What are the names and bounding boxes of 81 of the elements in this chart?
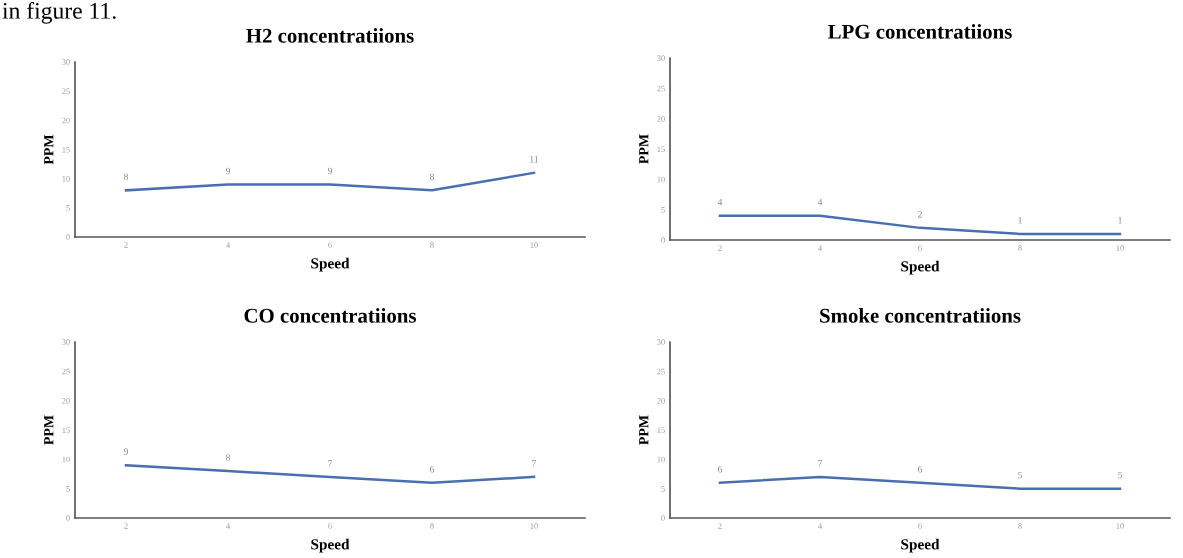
y-tick-label: 15 (62, 427, 70, 433)
x-tick-label: 8 (430, 523, 434, 529)
text: in figure 11. (2, 2, 116, 24)
y-tick-label: 25 (657, 368, 665, 375)
x-tick-label: 6 (328, 242, 332, 248)
data-label: 6 (917, 465, 923, 473)
y-tick-label: 25 (62, 368, 70, 375)
data-label: 5 (1118, 471, 1123, 479)
data-label: 8 (225, 454, 231, 461)
x-axis-title: Speed (901, 260, 940, 275)
y-tick-label: 15 (657, 427, 665, 433)
y-tick-label: 5 (661, 207, 665, 213)
y-tick-label: 30 (657, 55, 665, 61)
x-tick-label: 4 (226, 242, 230, 248)
x-tick-label: 6 (328, 523, 332, 529)
y-tick-label: 5 (66, 486, 70, 492)
y-tick-label: 30 (62, 339, 70, 345)
y-tick-label: 30 (657, 339, 665, 345)
chart-title: LPG concentratiions (828, 24, 1012, 39)
y-tick-label: 25 (657, 85, 665, 92)
data-label: 8 (429, 173, 435, 181)
x-tick-label: 8 (430, 242, 434, 248)
data-label: 2 (918, 211, 922, 218)
y-tick-label: 0 (661, 515, 665, 521)
y-axis-title: PPM (639, 415, 649, 445)
y-tick-label: 10 (62, 176, 70, 182)
x-tick-label: 10 (1116, 245, 1124, 251)
data-label: 6 (717, 465, 723, 473)
data-label: 4 (817, 198, 823, 206)
y-tick-label: 30 (62, 59, 70, 65)
x-tick-label: 10 (1116, 523, 1124, 529)
data-label: 7 (532, 460, 537, 467)
x-tick-label: 2 (718, 523, 722, 529)
data-label: 9 (327, 167, 333, 175)
y-tick-label: 5 (66, 205, 70, 211)
data-label: 9 (123, 448, 129, 455)
data-label: 11 (530, 156, 539, 163)
x-tick-label: 6 (918, 523, 922, 529)
x-tick-label: 4 (226, 523, 230, 529)
y-tick-label: 15 (657, 146, 665, 152)
y-tick-label: 0 (661, 237, 665, 243)
y-tick-label: 10 (657, 176, 665, 183)
data-label: 1 (1018, 217, 1022, 224)
y-tick-label: 20 (62, 398, 70, 404)
data-label: 6 (429, 465, 435, 473)
y-tick-label: 20 (657, 398, 665, 404)
y-tick-label: 15 (62, 146, 70, 153)
data-label: 4 (717, 198, 723, 206)
data-label: 1 (1118, 217, 1122, 224)
y-tick-label: 20 (657, 116, 665, 122)
x-tick-label: 6 (918, 245, 922, 251)
y-axis-title: PPM (44, 415, 54, 445)
x-tick-label: 2 (124, 242, 128, 248)
x-axis-title: Speed (901, 538, 940, 553)
data-label: 9 (225, 167, 231, 175)
y-axis-title: PPM (639, 134, 649, 164)
data-label: 7 (818, 460, 823, 467)
y-tick-label: 20 (62, 117, 70, 124)
x-tick-label: 8 (1018, 245, 1022, 251)
x-axis-title: Speed (311, 257, 350, 272)
x-tick-label: 8 (1018, 523, 1022, 529)
x-tick-label: 10 (530, 523, 538, 529)
x-axis-title: Speed (311, 538, 350, 553)
data-label: 8 (123, 173, 129, 181)
y-tick-label: 10 (62, 456, 70, 463)
chart-title: H2 concentratiions (246, 28, 414, 43)
y-tick-label: 25 (62, 88, 70, 95)
y-tick-label: 5 (661, 486, 665, 492)
y-tick-label: 0 (66, 515, 70, 521)
chart-title: CO concentratiions (244, 308, 416, 323)
x-tick-label: 2 (718, 245, 722, 251)
data-label: 5 (1018, 471, 1023, 479)
x-tick-label: 4 (818, 245, 822, 251)
y-axis-title: PPM (44, 134, 54, 165)
chart-title: Smoke concentratiions (820, 308, 1021, 323)
y-tick-label: 0 (66, 234, 70, 240)
x-tick-label: 4 (818, 523, 822, 529)
x-tick-label: 10 (530, 242, 538, 248)
data-label: 7 (328, 460, 333, 467)
x-tick-label: 2 (124, 523, 128, 529)
y-tick-label: 10 (657, 456, 665, 463)
